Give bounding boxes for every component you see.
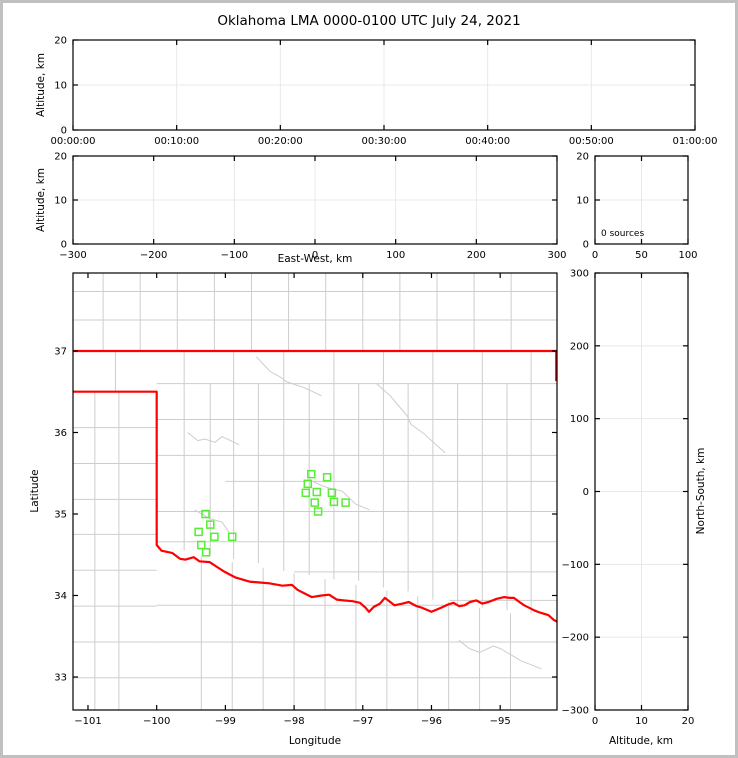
ew_height-grid	[72, 155, 558, 245]
x-tick-label: 10	[635, 716, 648, 727]
x-tick-label: −200	[140, 250, 167, 261]
x-tick-label: 00:00:00	[51, 136, 96, 147]
figure-title: Oklahoma LMA 0000-0100 UTC July 24, 2021	[217, 13, 520, 29]
source-marker	[313, 507, 323, 516]
ns-height-xlabel: Altitude, km	[609, 735, 673, 747]
x-tick-label: 300	[547, 250, 566, 261]
river-line	[376, 383, 446, 454]
x-tick-label: 20	[682, 716, 695, 727]
ew-height-ylabel: Altitude, km	[35, 168, 47, 232]
map-layer	[73, 273, 558, 710]
source-marker	[310, 498, 319, 507]
y-tick-label: −200	[562, 633, 589, 644]
source-marker	[341, 498, 350, 507]
lma-sources	[194, 469, 350, 557]
source-marker	[301, 488, 311, 498]
x-tick-label: −100	[221, 250, 248, 261]
x-tick-label: −95	[490, 716, 511, 727]
y-tick-label: 35	[54, 509, 67, 520]
y-tick-label: 0	[61, 240, 67, 251]
x-tick-label: 00:40:00	[465, 136, 510, 147]
source-marker	[307, 469, 316, 479]
y-tick-label: 10	[54, 196, 67, 207]
x-tick-label: −99	[215, 716, 236, 727]
source-marker	[303, 479, 313, 489]
x-tick-label: 00:30:00	[362, 136, 407, 147]
source-marker	[322, 473, 332, 482]
y-tick-label: 200	[570, 341, 589, 352]
alt_histogram-axes: 0 50 100 0 10 20	[576, 152, 697, 262]
y-tick-label: 0	[583, 487, 589, 498]
y-tick-label: 20	[54, 36, 67, 47]
ns_height-axes: 0 10 20 −300 −200 −100 0 100 200 300	[562, 269, 695, 728]
river-line	[255, 356, 322, 397]
time-height-ylabel: Altitude, km	[35, 53, 47, 117]
county-boundaries	[73, 273, 557, 710]
x-tick-label: −100	[143, 716, 170, 727]
source-marker	[197, 540, 206, 550]
source-marker	[227, 532, 237, 542]
source-marker	[194, 527, 203, 537]
y-tick-label: 33	[54, 672, 67, 683]
river-line	[458, 639, 542, 670]
sources-count-annotation: 0 sources	[601, 229, 644, 239]
ns-height-ylabel: North-South, km	[695, 448, 707, 535]
x-tick-label: 00:50:00	[569, 136, 614, 147]
source-marker	[210, 532, 219, 542]
source-marker	[206, 520, 215, 529]
x-tick-label: 0	[592, 250, 598, 261]
map-xlabel: Longitude	[289, 735, 341, 747]
plan_map-axes: −101 −100 −99 −98 −97 −96 −95 33 34 35 36 37	[54, 272, 558, 727]
y-tick-label: 300	[570, 269, 589, 280]
axes-layer: 00:00:00 00:10:00 00:20:00 00:30:00 00:40:00…	[51, 36, 718, 728]
x-tick-label: 200	[467, 250, 486, 261]
x-tick-label: −101	[74, 716, 101, 727]
x-tick-label: 0	[592, 716, 598, 727]
x-tick-label: 01:00:00	[673, 136, 718, 147]
y-tick-label: 0	[61, 126, 67, 137]
y-tick-label: 36	[54, 428, 67, 439]
y-tick-label: 20	[576, 152, 589, 163]
y-tick-label: 0	[583, 240, 589, 251]
x-tick-label: −300	[59, 250, 86, 261]
river-line	[187, 432, 240, 446]
x-tick-label: 00:20:00	[258, 136, 303, 147]
time_height-grid	[72, 39, 696, 131]
source-marker	[201, 548, 211, 557]
ns_height-grid	[594, 272, 689, 711]
source-marker	[312, 487, 322, 497]
y-tick-label: 37	[54, 346, 67, 357]
y-tick-label: 100	[570, 414, 589, 425]
map-ylabel: Latitude	[29, 469, 41, 512]
x-tick-label: −97	[352, 716, 373, 727]
source-marker	[329, 497, 339, 507]
x-tick-label: −96	[421, 716, 442, 727]
x-tick-label: 100	[386, 250, 405, 261]
y-tick-label: −100	[562, 560, 589, 571]
x-tick-label: 00:10:00	[154, 136, 199, 147]
y-tick-label: 10	[54, 81, 67, 92]
y-tick-label: −300	[562, 706, 589, 717]
x-tick-label: −98	[284, 716, 305, 727]
x-tick-label: 100	[678, 250, 697, 261]
state-border	[73, 349, 558, 623]
y-tick-label: 20	[54, 152, 67, 163]
y-tick-label: 10	[576, 196, 589, 207]
ew-height-xlabel: East-West, km	[278, 253, 353, 265]
ew_height-axes: −300 −200 −100 0 100 200 300 0 10 20	[54, 152, 566, 262]
time_height-axes: 00:00:00 00:10:00 00:20:00 00:30:00 00:40:00…	[51, 36, 718, 148]
x-tick-label: 50	[635, 250, 648, 261]
source-marker	[201, 509, 210, 519]
y-tick-label: 34	[54, 591, 67, 602]
source-marker	[327, 488, 337, 498]
river-line	[308, 479, 370, 511]
x-tick-label: 0	[312, 250, 318, 261]
